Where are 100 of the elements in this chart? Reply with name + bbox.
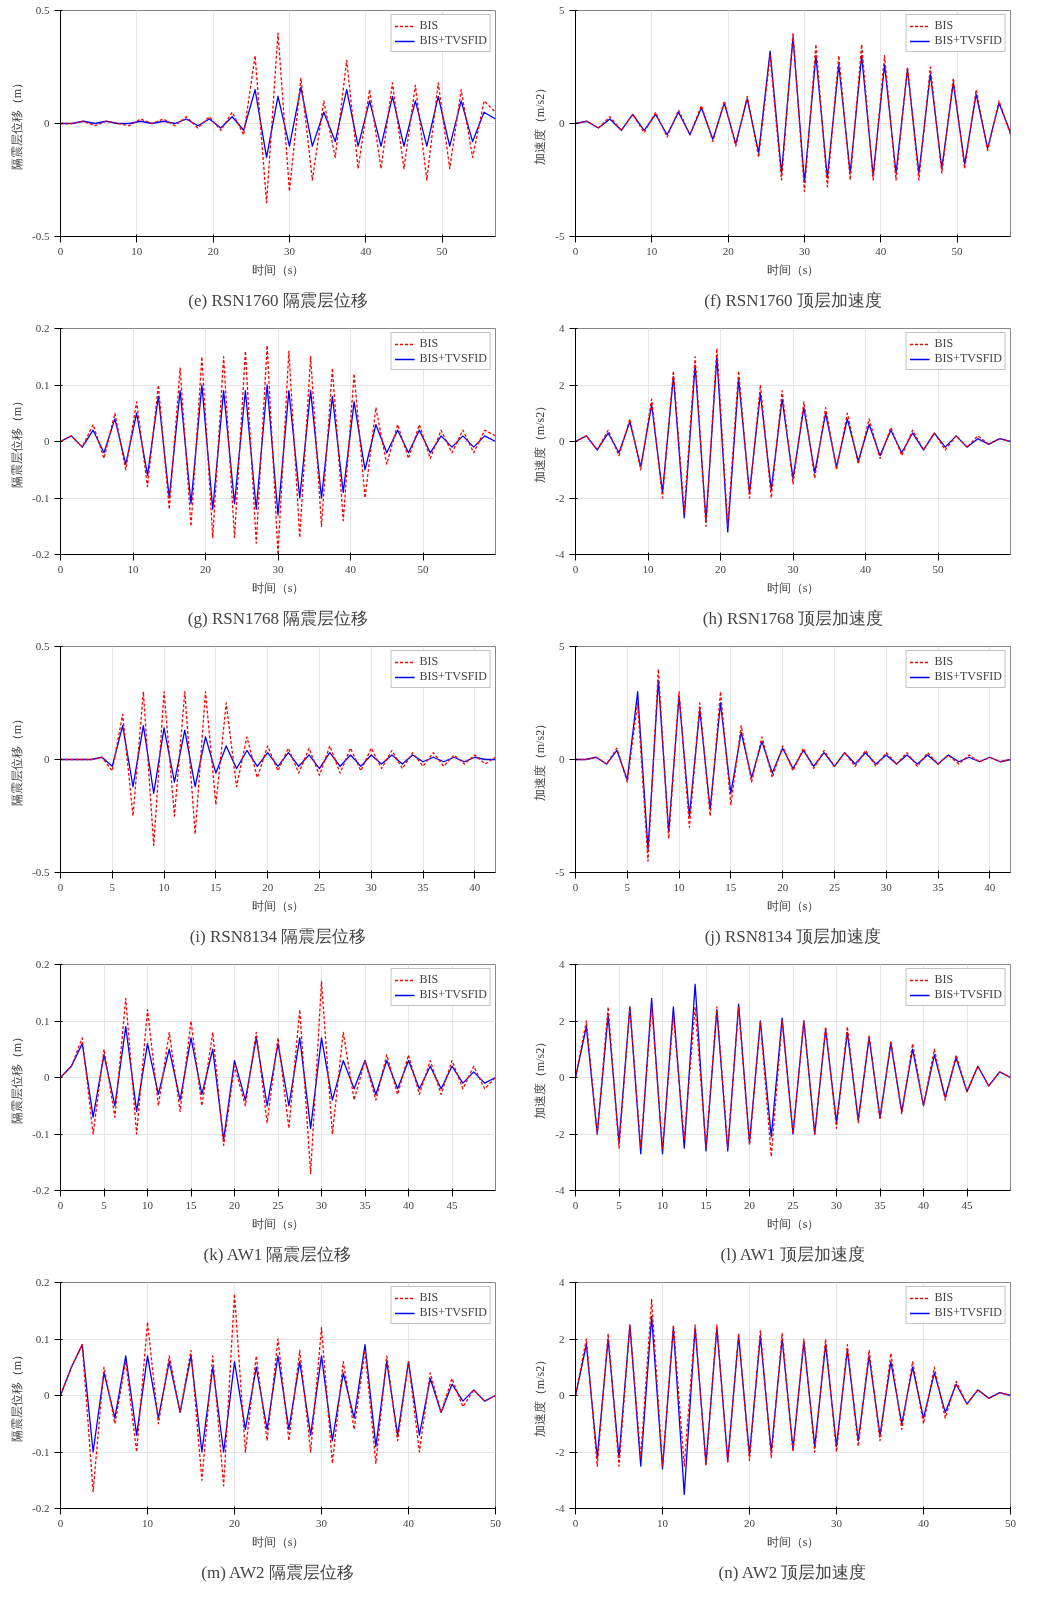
x-tick-label: 5	[109, 880, 116, 893]
x-tick-label: 30	[798, 244, 811, 257]
line-series	[60, 1026, 496, 1141]
x-tick-label: 15	[700, 1198, 712, 1211]
x-tick-label: 30	[831, 1516, 843, 1529]
y-axis-title: 隔震层位移（m）	[10, 712, 25, 807]
x-tick-label: 15	[185, 1198, 197, 1211]
legend-label: BIS+TVSFID	[934, 33, 1002, 48]
x-tick-label: 30	[283, 244, 296, 257]
x-tick-label: 30	[787, 562, 799, 575]
x-tick-label: 40	[860, 562, 872, 575]
x-tick-label: 40	[918, 1198, 930, 1211]
x-tick-label: 35	[359, 1198, 371, 1211]
x-tick-label: 0	[572, 562, 579, 575]
legend-label: BIS	[934, 1290, 955, 1305]
legend-label: BIS+TVSFID	[934, 987, 1002, 1002]
x-tick-label: 35	[874, 1198, 886, 1211]
x-axis-title: 时间（s）	[766, 898, 820, 913]
y-tick-label: 0.5	[35, 640, 50, 652]
y-tick-label: -2	[555, 491, 565, 504]
y-tick-label: -0.5	[32, 230, 50, 242]
y-axis-title: 隔震层位移（m）	[10, 1030, 25, 1125]
y-tick-label: 0.1	[35, 378, 50, 391]
legend-label: BIS	[419, 972, 440, 987]
y-tick-label: 0	[559, 117, 565, 129]
x-tick-label: 0	[572, 1516, 579, 1529]
x-tick-label: 10	[646, 244, 658, 257]
x-tick-label: 10	[158, 880, 171, 893]
text: (j) RSN8134 顶层加速度	[704, 926, 882, 946]
y-axis-title: 隔震层位移（m）	[10, 394, 25, 489]
legend-label: BIS	[934, 18, 955, 33]
y-tick-label: 0	[44, 117, 50, 129]
legend-label: BIS+TVSFID	[419, 987, 487, 1002]
x-axis-title: 时间（s）	[251, 1216, 305, 1231]
x-tick-label: 50	[932, 562, 944, 575]
x-tick-label: 10	[657, 1516, 669, 1529]
y-axis-title: 加速度（m/s2）	[533, 717, 548, 802]
x-tick-label: 25	[828, 880, 841, 893]
x-tick-label: 30	[880, 880, 893, 893]
y-tick-label: -0.2	[32, 1502, 50, 1514]
x-tick-label: 0	[572, 244, 579, 257]
y-tick-label: 5	[559, 4, 565, 16]
line-series	[575, 1315, 1011, 1496]
x-tick-label: 20	[777, 880, 789, 893]
y-tick-label: 0	[44, 753, 50, 765]
y-tick-label: -4	[555, 548, 565, 560]
x-tick-label: 30	[831, 1198, 843, 1211]
x-tick-label: 50	[436, 244, 449, 257]
y-tick-label: 0.1	[35, 1332, 50, 1345]
x-tick-label: 20	[207, 244, 220, 257]
text: (e) RSN1760 隔震层位移	[188, 290, 368, 310]
y-tick-label: -0.1	[32, 1127, 50, 1140]
text: (f) RSN1760 顶层加速度	[704, 290, 882, 310]
legend-label: BIS	[934, 336, 955, 351]
x-axis-title: 时间（s）	[766, 1216, 820, 1231]
x-tick-label: 40	[469, 880, 481, 893]
legend-label: BIS	[419, 336, 440, 351]
x-tick-label: 5	[616, 1198, 623, 1211]
y-tick-label: 0	[559, 1071, 565, 1083]
y-tick-label: -5	[555, 866, 565, 878]
y-tick-label: 0	[44, 435, 50, 447]
x-tick-label: 0	[57, 1516, 64, 1529]
x-tick-label: 40	[918, 1516, 930, 1529]
x-tick-label: 5	[101, 1198, 108, 1211]
y-tick-label: 2	[559, 378, 565, 391]
y-tick-label: -0.2	[32, 1184, 50, 1196]
y-tick-label: 4	[559, 958, 565, 970]
legend-label: BIS	[934, 972, 955, 987]
line-series	[60, 384, 496, 516]
y-axis-title: 隔震层位移（m）	[10, 1348, 25, 1443]
x-tick-label: 50	[1005, 1516, 1017, 1529]
line-series	[60, 691, 496, 847]
x-tick-label: 5	[624, 880, 631, 893]
x-tick-label: 0	[57, 244, 64, 257]
y-tick-label: 0	[559, 753, 565, 765]
x-tick-label: 0	[57, 880, 64, 893]
x-tick-label: 10	[673, 880, 686, 893]
x-tick-label: 10	[127, 562, 139, 575]
legend-label: BIS+TVSFID	[934, 1305, 1002, 1320]
y-tick-label: 0	[559, 1389, 565, 1401]
y-tick-label: -4	[555, 1502, 565, 1514]
x-axis-title: 时间（s）	[251, 580, 305, 595]
legend-label: BIS	[419, 654, 440, 669]
x-tick-label: 20	[229, 1516, 241, 1529]
x-tick-label: 10	[657, 1198, 669, 1211]
y-tick-label: -0.2	[32, 548, 50, 560]
x-tick-label: 25	[787, 1198, 799, 1211]
x-tick-label: 10	[131, 244, 143, 257]
text: (m) AW2 隔震层位移	[201, 1562, 354, 1582]
y-tick-label: -4	[555, 1184, 565, 1196]
line-series	[60, 1344, 496, 1453]
legend-label: BIS+TVSFID	[934, 669, 1002, 684]
y-axis-title: 隔震层位移（m）	[10, 76, 25, 171]
text: (g) RSN1768 隔震层位移	[187, 608, 369, 628]
x-tick-label: 20	[715, 562, 727, 575]
y-tick-label: 5	[559, 640, 565, 652]
x-tick-label: 15	[725, 880, 737, 893]
x-tick-label: 10	[142, 1198, 154, 1211]
y-tick-label: -2	[555, 1445, 565, 1458]
y-tick-label: -0.1	[32, 1445, 50, 1458]
